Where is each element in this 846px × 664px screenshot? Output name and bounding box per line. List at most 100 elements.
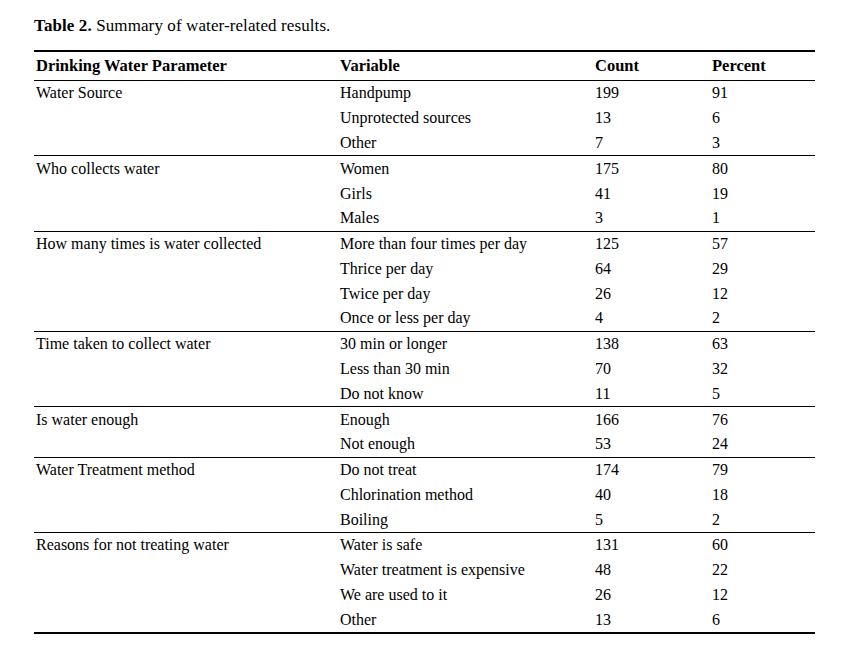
column-header-parameter: Drinking Water Parameter [34, 51, 338, 81]
cell-parameter [34, 507, 338, 532]
table-group: Time taken to collect water30 min or lon… [34, 331, 815, 406]
cell-percent: 6 [710, 607, 815, 633]
cell-percent: 32 [710, 357, 815, 382]
cell-variable: Not enough [338, 432, 593, 457]
table-header-row: Drinking Water Parameter Variable Count … [34, 51, 815, 81]
table-row: Chlorination method4018 [34, 483, 815, 508]
table-group: Who collects waterWomen17580Girls4119Mal… [34, 156, 815, 231]
cell-percent: 24 [710, 432, 815, 457]
cell-variable: Twice per day [338, 281, 593, 306]
cell-count: 138 [593, 331, 710, 356]
table-row: Who collects waterWomen17580 [34, 156, 815, 181]
cell-variable: Do not know [338, 381, 593, 406]
cell-parameter [34, 483, 338, 508]
table-row: Is water enoughEnough16676 [34, 407, 815, 432]
cell-variable: Women [338, 156, 593, 181]
cell-variable: Handpump [338, 81, 593, 106]
cell-count: 3 [593, 206, 710, 231]
table-row: Other73 [34, 131, 815, 156]
cell-percent: 91 [710, 81, 815, 106]
cell-parameter [34, 106, 338, 131]
table-caption-text: Summary of water-related results. [96, 16, 330, 35]
cell-percent: 76 [710, 407, 815, 432]
cell-count: 40 [593, 483, 710, 508]
cell-count: 174 [593, 457, 710, 482]
cell-count: 53 [593, 432, 710, 457]
cell-variable: Water is safe [338, 533, 593, 558]
cell-percent: 19 [710, 181, 815, 206]
cell-variable: Less than 30 min [338, 357, 593, 382]
cell-variable: Males [338, 206, 593, 231]
cell-count: 48 [593, 558, 710, 583]
cell-parameter: Is water enough [34, 407, 338, 432]
table-group: How many times is water collectedMore th… [34, 231, 815, 331]
table-group: Water Treatment methodDo not treat17479C… [34, 457, 815, 532]
cell-parameter [34, 206, 338, 231]
column-header-variable: Variable [338, 51, 593, 81]
cell-count: 26 [593, 583, 710, 608]
cell-parameter [34, 256, 338, 281]
cell-percent: 2 [710, 507, 815, 532]
cell-parameter [34, 583, 338, 608]
table-row: Other136 [34, 607, 815, 633]
cell-count: 4 [593, 306, 710, 331]
table-row: Water treatment is expensive4822 [34, 558, 815, 583]
table-row: Boiling52 [34, 507, 815, 532]
cell-variable: Chlorination method [338, 483, 593, 508]
cell-parameter: Who collects water [34, 156, 338, 181]
table-caption: Table 2. Summary of water-related result… [34, 15, 815, 37]
cell-parameter [34, 607, 338, 633]
cell-count: 70 [593, 357, 710, 382]
cell-variable: Girls [338, 181, 593, 206]
cell-variable: Water treatment is expensive [338, 558, 593, 583]
column-header-count: Count [593, 51, 710, 81]
table-group: Reasons for not treating waterWater is s… [34, 533, 815, 634]
cell-parameter [34, 432, 338, 457]
table-row: How many times is water collectedMore th… [34, 231, 815, 256]
table-group: Water SourceHandpump19991Unprotected sou… [34, 81, 815, 156]
cell-percent: 5 [710, 381, 815, 406]
cell-count: 13 [593, 106, 710, 131]
cell-count: 166 [593, 407, 710, 432]
cell-percent: 12 [710, 583, 815, 608]
cell-parameter [34, 381, 338, 406]
cell-count: 64 [593, 256, 710, 281]
table-row: Thrice per day6429 [34, 256, 815, 281]
table-header: Drinking Water Parameter Variable Count … [34, 51, 815, 81]
cell-percent: 60 [710, 533, 815, 558]
cell-percent: 12 [710, 281, 815, 306]
cell-variable: Do not treat [338, 457, 593, 482]
cell-count: 7 [593, 131, 710, 156]
cell-variable: Once or less per day [338, 306, 593, 331]
cell-parameter: How many times is water collected [34, 231, 338, 256]
cell-parameter: Time taken to collect water [34, 331, 338, 356]
cell-variable: Other [338, 131, 593, 156]
cell-count: 175 [593, 156, 710, 181]
cell-percent: 22 [710, 558, 815, 583]
cell-count: 131 [593, 533, 710, 558]
table-row: Once or less per day42 [34, 306, 815, 331]
cell-count: 5 [593, 507, 710, 532]
cell-percent: 29 [710, 256, 815, 281]
cell-parameter [34, 558, 338, 583]
cell-parameter: Reasons for not treating water [34, 533, 338, 558]
cell-variable: Thrice per day [338, 256, 593, 281]
table-row: Males31 [34, 206, 815, 231]
cell-parameter [34, 357, 338, 382]
cell-count: 199 [593, 81, 710, 106]
table-row: Reasons for not treating waterWater is s… [34, 533, 815, 558]
cell-percent: 3 [710, 131, 815, 156]
cell-percent: 1 [710, 206, 815, 231]
cell-percent: 6 [710, 106, 815, 131]
cell-count: 125 [593, 231, 710, 256]
table-group: Is water enoughEnough16676Not enough5324 [34, 407, 815, 458]
cell-parameter [34, 281, 338, 306]
table-row: Water Treatment methodDo not treat17479 [34, 457, 815, 482]
cell-percent: 80 [710, 156, 815, 181]
cell-parameter [34, 181, 338, 206]
cell-percent: 2 [710, 306, 815, 331]
cell-variable: 30 min or longer [338, 331, 593, 356]
cell-count: 26 [593, 281, 710, 306]
cell-count: 13 [593, 607, 710, 633]
table-row: We are used to it2612 [34, 583, 815, 608]
